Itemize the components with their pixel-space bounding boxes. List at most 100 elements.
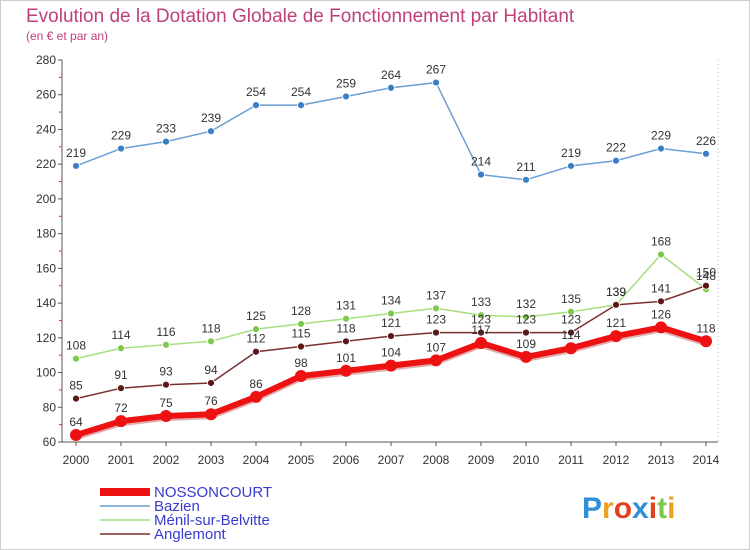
data-label: 264: [381, 68, 401, 82]
data-point: [477, 170, 485, 179]
series-bazien: [72, 78, 710, 184]
series-nossoncourt: [70, 321, 712, 442]
y-tick-label: 180: [36, 227, 56, 241]
data-label: 94: [204, 363, 218, 377]
data-label: 112: [246, 332, 265, 346]
data-point: [115, 415, 127, 428]
data-label: 98: [294, 356, 308, 370]
logo-letter: t: [657, 492, 667, 525]
data-point: [297, 101, 305, 110]
data-label: 239: [201, 111, 221, 125]
y-tick-label: 260: [36, 88, 56, 102]
data-point: [475, 337, 487, 350]
data-point: [610, 330, 622, 343]
data-label: 148: [696, 269, 716, 283]
data-label: 72: [114, 401, 128, 415]
chart-title: Evolution de la Dotation Globale de Fonc…: [26, 6, 575, 27]
data-label: 254: [246, 85, 266, 99]
data-point: [72, 162, 80, 170]
data-label: 135: [561, 292, 581, 306]
y-tick-label: 280: [36, 53, 56, 67]
data-label: 118: [201, 321, 220, 335]
data-label: 229: [651, 129, 671, 143]
logo-letter: x: [632, 492, 649, 525]
data-point: [117, 384, 125, 393]
data-label: 168: [651, 234, 671, 248]
logo-letter: r: [602, 492, 614, 525]
data-point: [432, 304, 440, 313]
legend-item-anglemont: Anglemont: [100, 526, 227, 543]
proxiti-logo: Proxiti: [582, 492, 675, 525]
chart-subtitle: (en € et par an): [26, 29, 108, 43]
data-point: [522, 328, 530, 337]
data-label: 211: [516, 160, 535, 174]
x-tick-label: 2012: [603, 453, 630, 467]
data-label: 139: [606, 285, 626, 299]
data-label: 126: [651, 307, 671, 321]
data-point: [430, 354, 442, 367]
logo-letter: P: [582, 492, 602, 525]
data-label: 214: [471, 155, 491, 169]
data-point: [522, 313, 530, 321]
data-label: 104: [381, 346, 401, 360]
data-point: [702, 149, 710, 158]
data-point: [567, 162, 575, 170]
data-point: [340, 364, 352, 377]
data-label: 222: [606, 141, 626, 155]
data-point: [342, 314, 350, 323]
data-label: 259: [336, 76, 356, 90]
data-point: [207, 379, 215, 387]
y-tick-label: 120: [36, 331, 56, 345]
data-point: [477, 328, 485, 337]
data-label: 131: [336, 299, 356, 313]
data-label: 117: [471, 323, 490, 337]
data-label: 133: [471, 295, 491, 309]
data-point: [250, 390, 262, 403]
data-point: [162, 340, 170, 349]
data-label: 123: [471, 313, 491, 327]
data-labels: 219 229 233 239 254 254 259 264 267 214 211 219 222 2…: [66, 63, 716, 429]
y-tick-label: 220: [36, 157, 56, 171]
data-label: 134: [381, 294, 401, 308]
data-label: 128: [291, 304, 311, 318]
data-label: 254: [291, 85, 311, 99]
data-label: 101: [336, 351, 356, 365]
data-point: [295, 370, 307, 383]
x-tick-label: 2005: [288, 453, 315, 467]
x-tick-label: 2008: [423, 453, 450, 467]
data-point: [477, 311, 485, 320]
data-label: 109: [516, 337, 536, 351]
y-tick-label: 60: [43, 435, 57, 449]
legend-label: Bazien: [154, 498, 200, 515]
data-label: 267: [426, 63, 446, 77]
data-label: 123: [561, 313, 581, 327]
x-tick-label: 2009: [468, 453, 495, 467]
data-label: 118: [336, 321, 355, 335]
data-point: [297, 342, 305, 351]
data-label: 75: [159, 396, 173, 410]
series-layer: [70, 78, 712, 442]
data-label: 123: [426, 313, 446, 327]
data-point: [700, 335, 712, 348]
data-point: [117, 344, 125, 353]
data-point: [387, 83, 395, 92]
data-label: 85: [69, 379, 83, 393]
data-point: [162, 380, 170, 389]
x-tick-label: 2002: [153, 453, 180, 467]
data-point: [205, 408, 217, 421]
data-point: [520, 350, 532, 363]
y-tick-label: 240: [36, 122, 56, 136]
legend-item-bazien: Bazien: [100, 498, 200, 515]
data-point: [657, 297, 665, 306]
x-tick-label: 2001: [108, 453, 135, 467]
data-label: 123: [516, 313, 536, 327]
data-point: [655, 321, 667, 334]
x-tick-label: 2013: [648, 453, 675, 467]
series-anglemont: [72, 281, 710, 403]
data-label: 229: [111, 129, 131, 143]
logo-letter: i: [649, 492, 657, 525]
data-label: 219: [561, 146, 581, 160]
data-label: 64: [69, 415, 83, 429]
x-tick-label: 2007: [378, 453, 405, 467]
